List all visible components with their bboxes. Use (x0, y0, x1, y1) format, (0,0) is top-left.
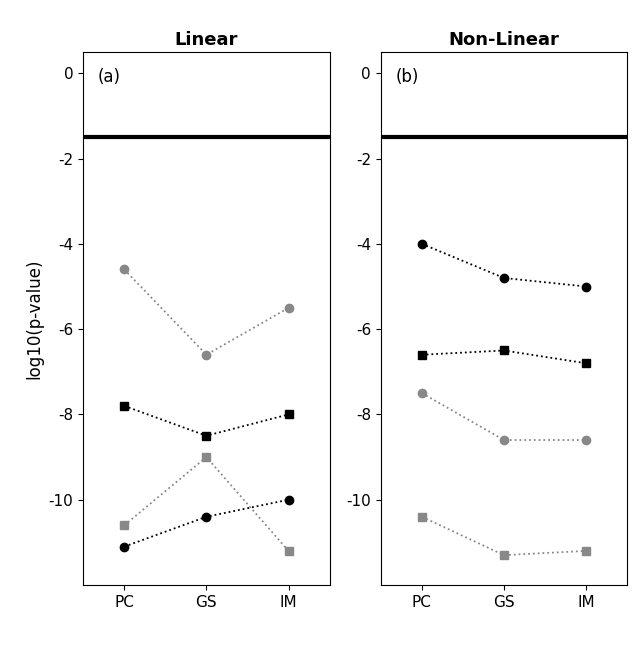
Y-axis label: log10(p-value): log10(p-value) (25, 258, 43, 379)
Title: Linear: Linear (175, 31, 238, 49)
Text: (a): (a) (98, 68, 121, 86)
Title: Non-Linear: Non-Linear (449, 31, 559, 49)
Text: (b): (b) (396, 68, 419, 86)
